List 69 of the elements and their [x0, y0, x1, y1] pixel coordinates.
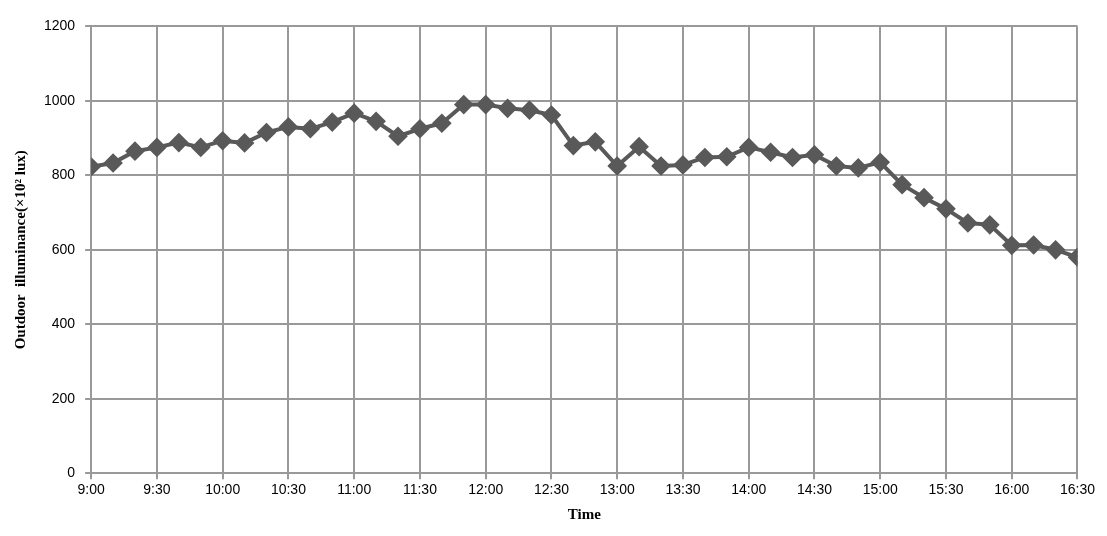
point — [980, 215, 999, 234]
point — [849, 158, 868, 177]
point — [235, 133, 254, 152]
point — [1024, 235, 1043, 254]
x-tick-label: 11:00 — [337, 481, 372, 498]
point — [739, 138, 758, 157]
point — [125, 142, 144, 161]
point — [936, 199, 955, 218]
y-tick-label: 0 — [67, 464, 76, 481]
point — [213, 131, 232, 150]
point — [147, 138, 166, 157]
x-tick-label: 15:30 — [928, 481, 964, 498]
point — [1002, 236, 1021, 255]
y-tick-label: 1000 — [43, 91, 76, 108]
point — [191, 138, 210, 157]
x-tick-label: 15:00 — [862, 481, 898, 498]
point — [564, 136, 583, 155]
point — [432, 114, 451, 133]
x-tick-label: 16:00 — [994, 481, 1030, 498]
x-tick-label: 9:00 — [77, 481, 105, 498]
point — [586, 132, 605, 151]
x-tick-label: 9:30 — [143, 481, 171, 498]
x-tick-label: 13:30 — [665, 481, 701, 498]
point — [827, 157, 846, 176]
x-tick-label: 14:30 — [796, 481, 833, 498]
y-tick-label: 800 — [51, 166, 76, 183]
x-tick-label: 10:30 — [270, 481, 307, 498]
point — [104, 154, 123, 173]
point — [871, 153, 890, 172]
point — [958, 213, 977, 232]
x-tick-label: 10:00 — [205, 481, 241, 498]
point — [367, 112, 386, 131]
point — [805, 145, 824, 164]
y-axis-title: Outdoor illuminance(×10² lux) — [11, 150, 29, 350]
point — [783, 148, 802, 167]
point — [542, 106, 561, 125]
point — [608, 157, 627, 176]
point — [630, 137, 649, 156]
x-tick-label: 12:00 — [468, 481, 504, 498]
point — [323, 113, 342, 132]
point — [476, 95, 495, 114]
y-tick-label: 400 — [51, 315, 76, 332]
point — [454, 95, 473, 114]
point — [652, 157, 671, 176]
point — [345, 104, 364, 123]
point — [389, 127, 407, 146]
point — [257, 123, 276, 142]
point — [915, 188, 934, 207]
point — [520, 101, 539, 120]
y-tick-label: 200 — [51, 389, 76, 406]
point — [279, 117, 298, 136]
y-tick-label: 1200 — [43, 17, 76, 34]
point — [761, 143, 780, 162]
x-axis-title: Time — [567, 505, 602, 522]
point — [410, 119, 429, 138]
point — [717, 147, 736, 166]
point — [893, 175, 912, 194]
point — [498, 99, 517, 118]
point — [695, 148, 714, 167]
y-tick-label: 600 — [51, 240, 76, 257]
x-tick-label: 12:30 — [533, 481, 570, 498]
point — [301, 119, 320, 138]
point — [169, 133, 188, 152]
point — [673, 155, 692, 174]
x-tick-label: 13:00 — [599, 481, 635, 498]
x-tick-label: 14:00 — [731, 481, 767, 498]
x-tick-label: 11:30 — [402, 481, 438, 498]
x-tick-label: 16:30 — [1059, 481, 1096, 498]
point — [1046, 240, 1065, 259]
